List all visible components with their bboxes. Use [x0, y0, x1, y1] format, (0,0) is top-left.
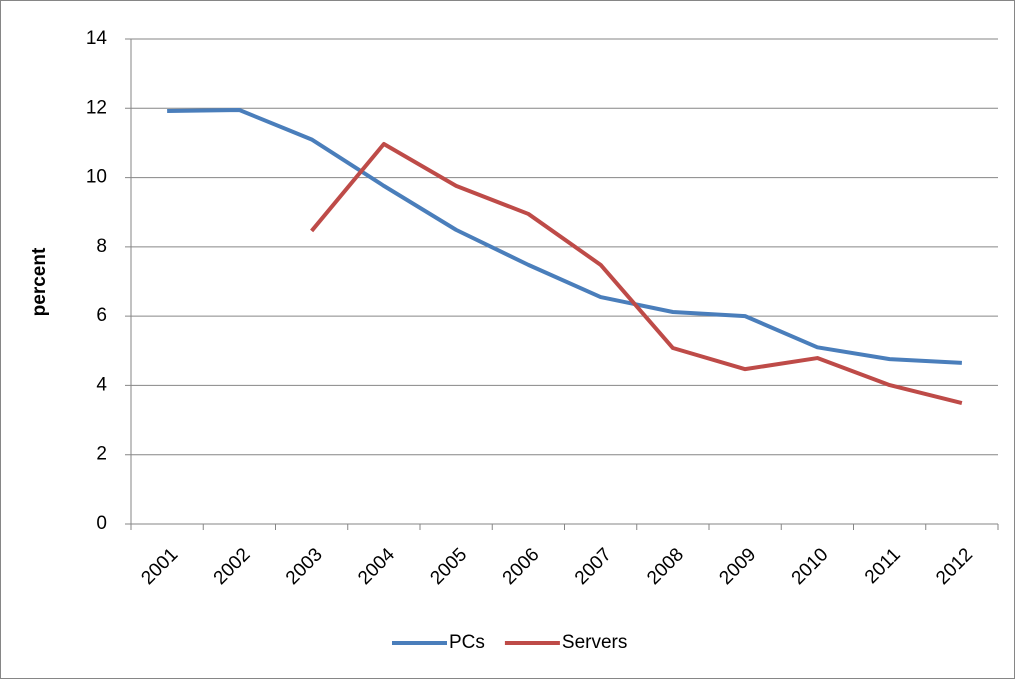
y-tick-label: 2: [96, 444, 107, 465]
legend-label: Servers: [562, 632, 627, 653]
y-tick-label: 12: [86, 97, 107, 118]
series-line: [167, 108, 962, 365]
y-tick-label: 4: [96, 374, 107, 395]
y-tick-label: 8: [96, 236, 107, 257]
y-tick-label: 6: [96, 305, 107, 326]
series-line: [310, 141, 963, 406]
y-tick-label: 14: [86, 28, 108, 49]
legend-label: PCs: [449, 632, 485, 653]
y-axis-label: percent: [29, 247, 50, 316]
y-tick-label: 10: [86, 167, 107, 188]
y-tick-label: 0: [96, 513, 107, 534]
